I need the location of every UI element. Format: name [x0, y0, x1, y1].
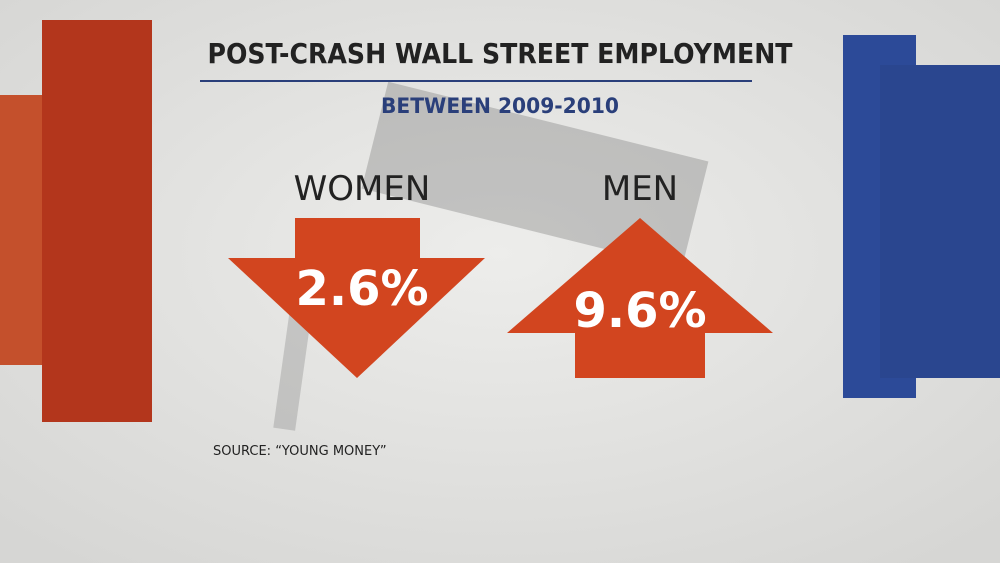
source: SOURCE: “YOUNG MONEY” — [213, 444, 387, 459]
up-arrow — [507, 218, 773, 378]
item-value: 9.6% — [573, 283, 706, 339]
item-label: MEN — [602, 169, 678, 209]
blue-block — [880, 65, 1000, 378]
title: POST-CRASH WALL STREET EMPLOYMENT — [208, 37, 793, 70]
red-block — [42, 20, 152, 422]
item-value: 2.6% — [295, 261, 428, 317]
red-block — [0, 95, 46, 365]
down-arrow — [228, 218, 485, 378]
item-label: WOMEN — [294, 169, 431, 209]
subtitle: BETWEEN 2009-2010 — [381, 94, 619, 118]
